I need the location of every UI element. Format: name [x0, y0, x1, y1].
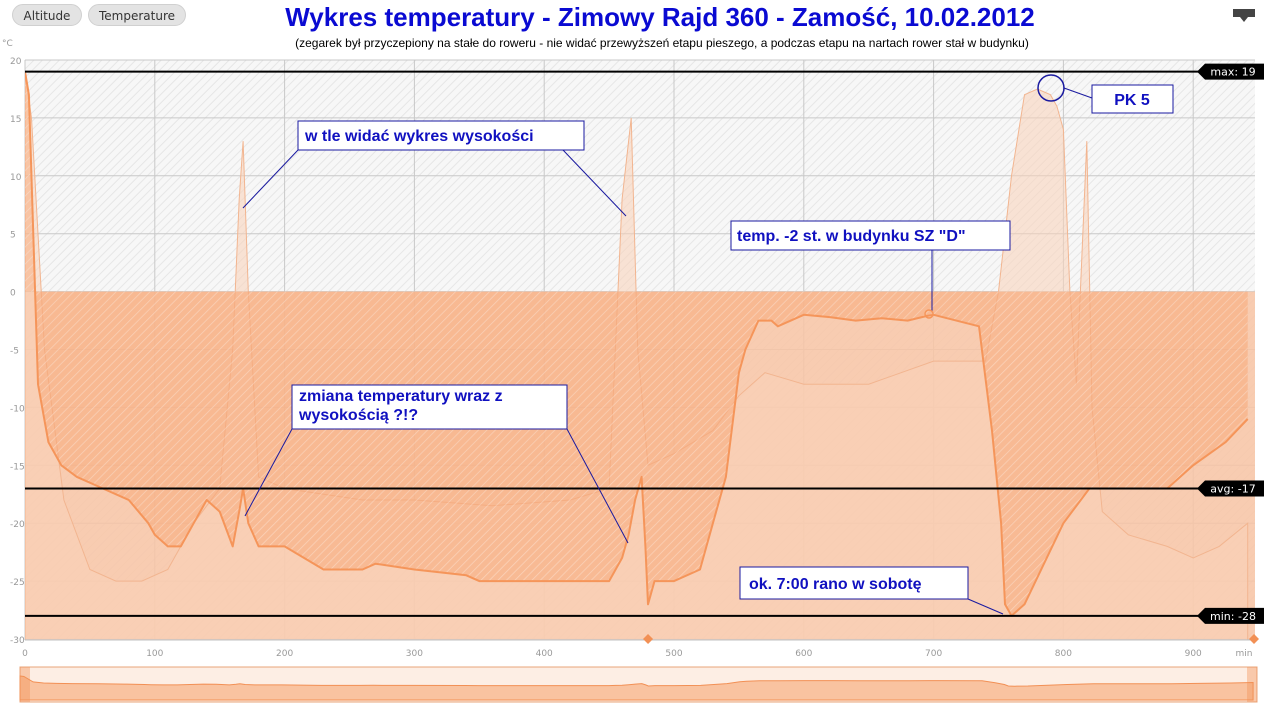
plot-line-label-text: min: -28	[1210, 610, 1256, 623]
y-tick-label: 10	[10, 173, 22, 183]
x-axis-unit: min	[1236, 649, 1253, 659]
annotation-text: ok. 7:00 rano w sobotę	[749, 576, 922, 593]
x-tick-label: 700	[925, 649, 942, 659]
chart-subtitle: (zegarek był przyczepiony na stałe do ro…	[295, 36, 1029, 50]
x-tick-label: 600	[795, 649, 812, 659]
annotation-text: PK 5	[1114, 92, 1150, 109]
y-tick-label: 5	[10, 231, 16, 241]
annotation-pointer	[244, 428, 293, 517]
export-menu-icon[interactable]	[1233, 9, 1255, 23]
annotation-pointer	[566, 428, 629, 544]
axis-marker-icon	[1249, 634, 1259, 644]
y-tick-label: 15	[10, 115, 21, 125]
navigator-series	[19, 675, 1254, 701]
y-tick-label: -15	[10, 462, 25, 472]
temperature-series-hatch	[25, 71, 1248, 616]
plot-line-label-tag	[1197, 607, 1264, 624]
annotation-pointer	[967, 598, 1004, 615]
y-tick-label: -20	[10, 520, 25, 530]
x-tick-label: 900	[1185, 649, 1202, 659]
plot-line-label: avg: -17	[1197, 480, 1264, 497]
annotation-pointer	[1063, 87, 1093, 99]
y-tick-label: -5	[10, 347, 19, 357]
building-point-marker	[924, 309, 934, 319]
x-tick-label: 500	[665, 649, 682, 659]
annotation-box: temp. -2 st. w budynku SZ "D"	[730, 220, 1011, 251]
navigator-handle-left[interactable]	[20, 667, 30, 702]
plot-line-label: min: -28	[1197, 607, 1264, 624]
tab-temperature[interactable]: Temperature	[88, 4, 186, 26]
annotation-box: ok. 7:00 rano w sobotę	[739, 566, 969, 600]
y-tick-label: 0	[10, 289, 16, 299]
plot-line-label-text: max: 19	[1210, 66, 1255, 79]
plot-line-label-tag	[1197, 63, 1264, 80]
annotation-pointer	[562, 149, 627, 217]
chart-title: Wykres temperatury - Zimowy Rajd 360 - Z…	[285, 2, 1035, 32]
x-tick-label: 800	[1055, 649, 1072, 659]
plot-line-label: max: 19	[1197, 63, 1264, 80]
y-tick-label: -30	[10, 636, 25, 646]
plot-line-label-tag	[1197, 480, 1264, 497]
tab-altitude[interactable]: Altitude	[12, 4, 82, 26]
temperature-series-line	[25, 71, 1249, 617]
annotation-box-frame	[739, 566, 969, 600]
annotation-box: PK 5	[1091, 84, 1174, 114]
annotation-text: w tle widać wykres wysokości	[304, 128, 534, 145]
y-tick-label: -10	[10, 404, 25, 414]
annotation-box: zmiana temperatury wraz z wysokością ?!?	[291, 384, 568, 430]
annotation-pointer	[242, 149, 299, 209]
plot-line-label-text: avg: -17	[1210, 482, 1255, 495]
annotation-box: w tle widać wykres wysokości	[297, 120, 585, 151]
axis-marker-icon	[643, 634, 654, 644]
x-tick-label: 400	[536, 649, 553, 659]
y-axis-unit: °C	[2, 39, 13, 49]
annotation-text: wysokością ?!?	[298, 407, 418, 424]
annotation-box-frame	[291, 384, 568, 430]
annotation-text: zmiana temperatury wraz z	[299, 388, 503, 405]
y-tick-label: 20	[10, 57, 22, 67]
x-tick-label: 0	[22, 649, 28, 659]
x-tick-label: 100	[146, 649, 163, 659]
x-tick-label: 300	[406, 649, 423, 659]
pk5-marker-circle	[1037, 74, 1065, 102]
annotation-text: temp. -2 st. w budynku SZ "D"	[737, 228, 966, 245]
annotation-box-frame	[297, 120, 585, 151]
annotation-box-frame	[1091, 84, 1174, 114]
navigator-handle-right[interactable]	[1247, 667, 1257, 702]
annotation-box-frame	[730, 220, 1011, 251]
y-tick-label: -25	[10, 578, 25, 588]
x-tick-label: 200	[276, 649, 293, 659]
